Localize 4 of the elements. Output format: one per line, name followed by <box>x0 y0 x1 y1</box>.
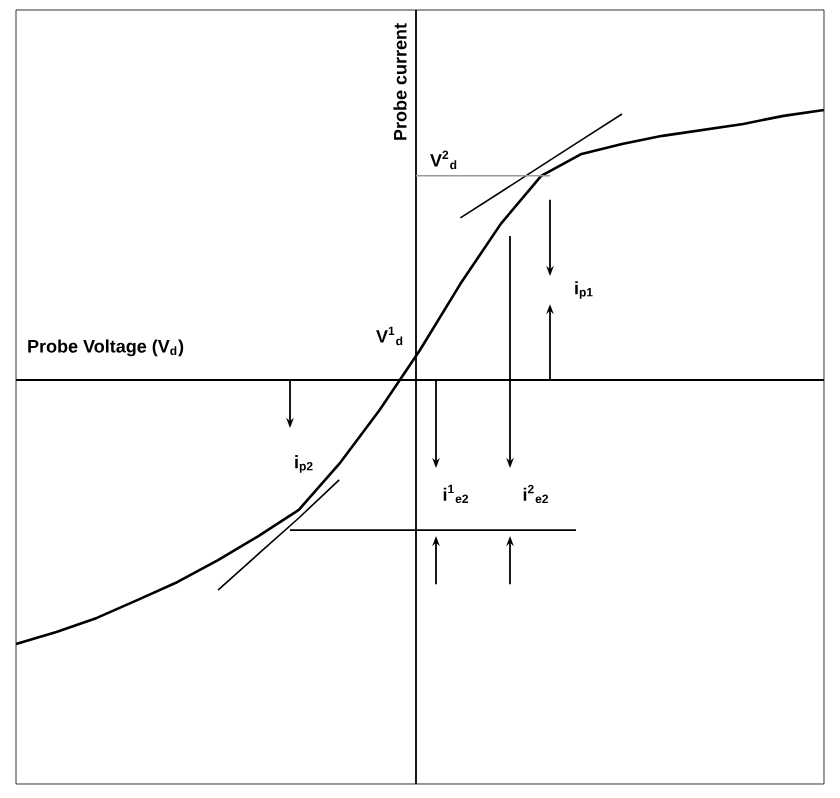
annotation: i$_{p2}$ <box>295 455 313 473</box>
y-axis-title: Probe current <box>393 23 407 140</box>
annotation: i$_{p1}$ <box>575 281 593 299</box>
x-axis-title: Probe Voltage (V$_{d}$) <box>28 339 184 357</box>
